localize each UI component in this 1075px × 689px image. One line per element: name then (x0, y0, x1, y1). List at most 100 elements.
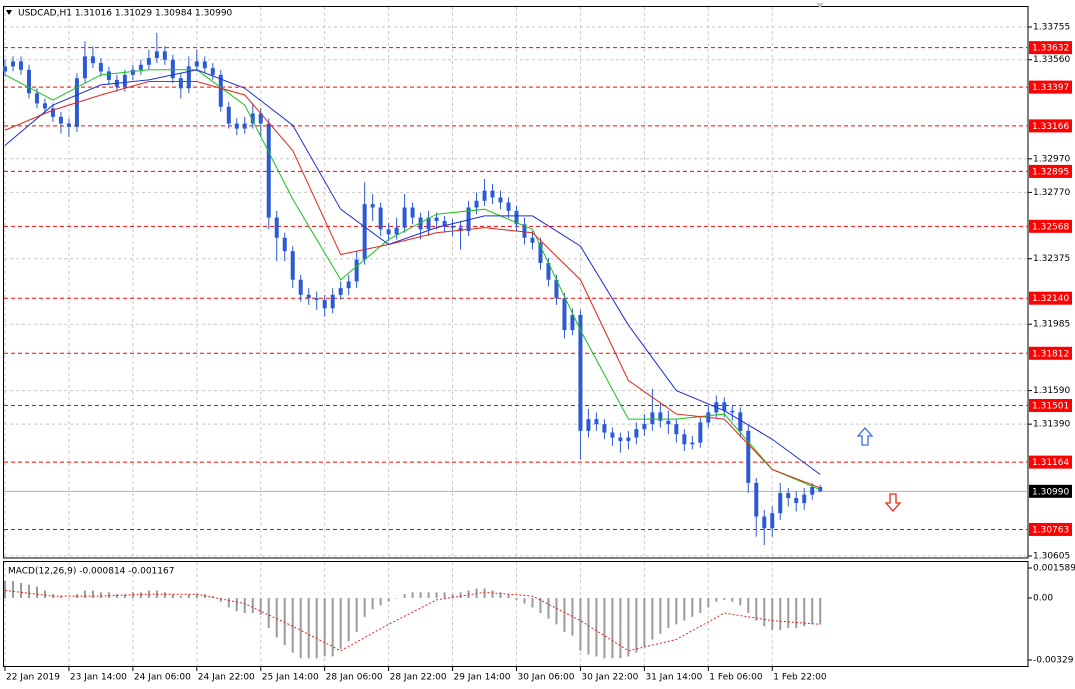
level-box (1029, 346, 1072, 360)
shift-marker (816, 3, 824, 8)
candle-body (2, 66, 7, 72)
candle-body (586, 419, 591, 431)
candle-body (218, 74, 223, 107)
candle-body (322, 299, 327, 309)
macd-bar (227, 597, 230, 608)
candle-body (330, 294, 335, 309)
candle-body (546, 262, 551, 280)
macd-bar (67, 597, 70, 599)
x-tick-label: 22 Jan 2019 (6, 673, 60, 683)
y-tick-label: 1.31985 (1033, 320, 1070, 330)
candle-body (522, 224, 527, 238)
macd-bar (627, 597, 630, 657)
x-tick-label: 1 Feb 22:00 (773, 673, 827, 683)
macd-bar (483, 588, 486, 598)
candle-body (314, 298, 319, 300)
macd-bar (99, 592, 102, 598)
macd-bar (283, 597, 286, 646)
macd-bar (235, 597, 238, 612)
level-box (1029, 119, 1072, 133)
level-box (1029, 522, 1072, 536)
symbol-menu-icon[interactable] (6, 10, 12, 15)
x-tick-label: 30 Jan 06:00 (517, 673, 574, 683)
candle-body (410, 207, 415, 218)
macd-bar (163, 592, 166, 598)
candle-body (682, 434, 687, 445)
macd-bar (739, 597, 742, 606)
candle-body (266, 123, 271, 218)
macd-bar (819, 597, 822, 625)
macd-bar (611, 597, 614, 659)
y-tick-label: 1.32770 (1033, 188, 1070, 198)
macd-bar (499, 592, 502, 598)
macd-bar (707, 597, 710, 608)
level-box (1029, 219, 1072, 233)
candle-body (338, 288, 343, 295)
candle-body (690, 442, 695, 445)
price-panel-frame (3, 6, 1029, 559)
macd-bar (435, 592, 438, 598)
level-label: 1.33166 (1032, 122, 1069, 132)
candle-body (794, 498, 799, 504)
candle-body (514, 210, 519, 225)
macd-bar (411, 592, 414, 598)
macd-bar (523, 597, 526, 604)
macd-bar (379, 597, 382, 606)
y-tick-label: 1.31590 (1033, 386, 1070, 396)
macd-bar (419, 592, 422, 598)
candle-body (274, 217, 279, 238)
candle-body (698, 422, 703, 443)
macd-bar (787, 597, 790, 629)
candle-body (90, 56, 95, 64)
x-tick-label: 30 Jan 22:00 (581, 673, 638, 683)
macd-bar (35, 586, 38, 598)
macd-bar (811, 597, 814, 625)
candle-body (570, 314, 575, 331)
macd-bar (3, 580, 6, 598)
candle-body (178, 78, 183, 89)
macd-bar (459, 592, 462, 598)
macd-bar (651, 597, 654, 640)
y-tick-label: 0.00 (1033, 593, 1053, 603)
signal-line (4, 589, 821, 652)
macd-bar (251, 597, 254, 614)
y-tick-label: 1.31390 (1033, 420, 1070, 430)
macd-bar (315, 597, 318, 659)
candle-body (362, 204, 367, 260)
buy-arrow (856, 427, 874, 446)
candle-body (370, 204, 375, 208)
candle-body (202, 61, 207, 69)
candle-body (354, 259, 359, 282)
macd-bar (355, 597, 358, 632)
candle-body (402, 207, 407, 228)
macd-bar (115, 594, 118, 598)
macd-bar (19, 582, 22, 598)
macd-bar (683, 597, 686, 621)
candle-body (426, 217, 431, 230)
x-tick-label: 1 Feb 06:00 (709, 673, 763, 683)
level-label: 1.31812 (1032, 349, 1069, 359)
macd-bar (387, 597, 390, 602)
level-box (1029, 164, 1072, 178)
macd-bar (43, 590, 46, 598)
level-label: 1.31164 (1032, 458, 1069, 468)
macd-bar (83, 590, 86, 598)
macd-bar (547, 597, 550, 619)
macd-bar (579, 597, 582, 651)
macd-bar (307, 597, 310, 659)
macd-bar (371, 597, 374, 610)
macd-bar (451, 594, 454, 598)
macd-bar (635, 597, 638, 653)
candle-body (666, 420, 671, 425)
macd-bar (443, 592, 446, 598)
candle-body (538, 242, 543, 263)
candle-body (658, 412, 663, 421)
candle-body (210, 68, 215, 75)
candle-body (506, 202, 511, 211)
macd-bar (27, 584, 30, 598)
macd-title: MACD(12,26,9) -0.000814 -0.001167 (8, 567, 174, 577)
macd-bar (539, 597, 542, 614)
